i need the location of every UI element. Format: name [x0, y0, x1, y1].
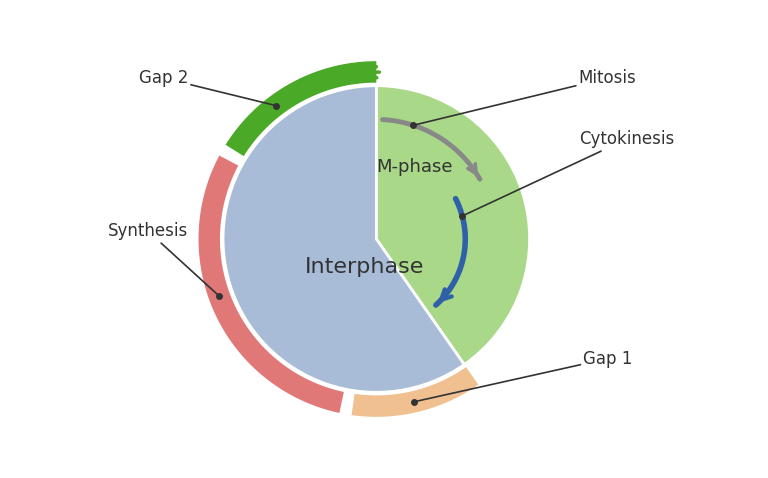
Text: M-phase: M-phase [376, 158, 453, 176]
Text: Synthesis: Synthesis [108, 222, 220, 296]
Text: Cytokinesis: Cytokinesis [462, 130, 674, 216]
Text: Mitosis: Mitosis [413, 69, 637, 125]
Text: Interphase: Interphase [304, 257, 424, 277]
Polygon shape [226, 61, 376, 156]
Text: Gap 1: Gap 1 [414, 349, 633, 402]
Polygon shape [198, 155, 344, 413]
Wedge shape [376, 86, 530, 365]
Polygon shape [352, 367, 478, 417]
Text: Gap 2: Gap 2 [139, 69, 276, 106]
Wedge shape [223, 86, 465, 392]
